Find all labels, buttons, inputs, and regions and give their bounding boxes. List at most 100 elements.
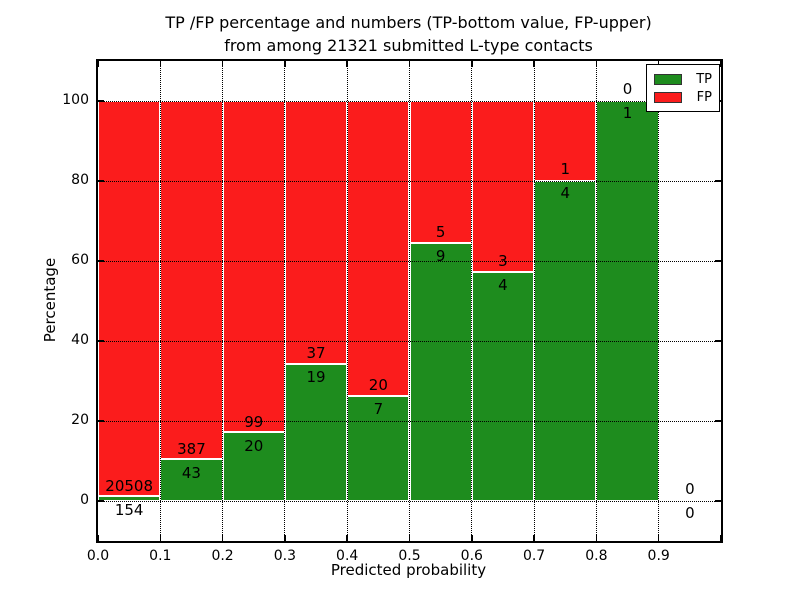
chart-title-line2: from among 21321 submitted L-type contac… — [224, 36, 593, 55]
y-tick-label: 20 — [71, 412, 89, 428]
x-tick-label: 0.0 — [86, 548, 110, 564]
y-tick-mark — [98, 500, 104, 502]
tp-legend-label: TP — [696, 71, 712, 87]
v-gridline — [222, 61, 224, 541]
fp-count-label: 20 — [368, 376, 388, 395]
y-tick-mark — [98, 260, 104, 262]
fp-count-label: 5 — [435, 222, 446, 241]
y-tick-label: 40 — [71, 332, 89, 348]
x-tick-mark — [284, 61, 286, 67]
y-axis-label: Percentage — [41, 257, 59, 343]
fp-count-label: 37 — [306, 344, 326, 363]
x-tick-mark — [284, 535, 286, 541]
x-tick-label: 0.4 — [336, 548, 359, 564]
x-tick-mark — [408, 535, 411, 541]
tp-count-label: 7 — [373, 400, 384, 419]
x-tick-label: 0.8 — [585, 548, 608, 564]
tp-count-label: 0 — [685, 504, 695, 522]
bar-segment-fp — [285, 102, 347, 366]
fp-count-label: 0 — [685, 480, 695, 498]
fp-count-label: 0 — [622, 80, 633, 98]
legend-item-tp: TP — [654, 73, 712, 86]
tp-count-label: 4 — [498, 275, 508, 294]
fp-count-label: 20508 — [105, 477, 154, 495]
y-tick-label: 80 — [71, 172, 89, 188]
x-tick-mark — [595, 535, 598, 541]
y-tick-label: 0 — [80, 492, 89, 508]
tp-legend-swatch-icon — [654, 73, 682, 85]
x-tick-mark — [221, 535, 224, 541]
tp-count-label: 154 — [114, 501, 144, 519]
bar-segment-tp — [534, 101, 597, 501]
x-tick-mark — [595, 61, 598, 67]
x-tick-mark — [720, 61, 722, 67]
bar-segment-fp — [472, 102, 534, 273]
x-tick-label: 0.6 — [460, 548, 483, 564]
v-gridline — [409, 61, 410, 541]
x-tick-mark — [471, 535, 473, 541]
x-tick-label: 0.7 — [522, 548, 546, 564]
x-tick-mark — [471, 61, 473, 67]
chart-title: TP /FP percentage and numbers (TP-bottom… — [97, 11, 720, 57]
bar-segment-fp — [99, 102, 160, 497]
tp-count-label: 19 — [306, 368, 326, 387]
bar-segment-tp — [596, 101, 659, 501]
x-tick-mark — [221, 61, 224, 67]
tp-count-label: 43 — [181, 464, 201, 482]
bar-segment-tp — [160, 101, 223, 501]
tp-count-label: 9 — [435, 246, 446, 265]
bar-segment-fp — [410, 102, 471, 245]
bar-segment-fp — [161, 102, 222, 461]
bar-segment-tp — [222, 101, 285, 501]
fp-count-label: 3 — [498, 251, 508, 270]
x-tick-label: 0.3 — [273, 548, 297, 564]
y-tick-mark — [98, 340, 104, 342]
x-tick-mark — [346, 535, 348, 541]
tp-count-label: 4 — [560, 184, 571, 202]
x-tick-mark — [97, 61, 99, 67]
x-tick-mark — [159, 535, 162, 541]
y-tick-label: 60 — [71, 252, 89, 268]
chart-title-line1: TP /FP percentage and numbers (TP-bottom… — [165, 13, 652, 32]
legend: TP FP — [646, 64, 720, 112]
x-tick-mark — [159, 61, 162, 67]
y-tick-mark — [98, 420, 104, 422]
bar-segment-tp — [98, 101, 161, 501]
x-tick-mark — [533, 61, 535, 67]
x-tick-label: 0.2 — [211, 548, 234, 564]
x-tick-mark — [97, 535, 99, 541]
v-gridline — [471, 61, 473, 541]
x-tick-mark — [533, 535, 535, 541]
plot-area: 20508 154 387 43 99 20 37 19 20 7 5 9 3 4 1 4 0 1 0 0 0.0 0.1… — [62, 59, 723, 564]
tp-count-label: 1 — [622, 104, 633, 122]
fp-legend-label: FP — [696, 89, 712, 105]
v-gridline — [533, 61, 535, 541]
fp-count-label: 1 — [560, 160, 571, 178]
y-tick-mark — [98, 180, 104, 182]
v-gridline — [658, 61, 660, 541]
x-tick-mark — [657, 535, 660, 541]
bar-segment-tp — [409, 101, 472, 501]
x-tick-mark — [720, 535, 722, 541]
fp-count-label: 99 — [244, 412, 264, 431]
x-tick-label: 0.1 — [149, 548, 172, 564]
x-tick-label: 0.5 — [398, 548, 421, 564]
tp-count-label: 20 — [244, 436, 264, 455]
x-axis-label: Predicted probability — [330, 561, 487, 579]
v-gridline — [284, 61, 286, 541]
y-tick-mark — [715, 260, 721, 262]
bar-segment-fp — [223, 102, 284, 434]
y-tick-mark — [715, 420, 721, 422]
x-tick-mark — [346, 61, 348, 67]
fp-count-label: 387 — [177, 440, 206, 458]
bar-segment-fp — [348, 102, 409, 397]
v-gridline — [595, 61, 597, 541]
legend-item-fp: FP — [654, 91, 712, 104]
bar-segment-tp — [347, 101, 410, 501]
bar-segment-tp — [284, 101, 348, 501]
v-gridline — [159, 61, 161, 541]
x-tick-label: 0.9 — [647, 548, 670, 564]
y-tick-mark — [98, 100, 104, 102]
y-tick-mark — [715, 500, 721, 502]
